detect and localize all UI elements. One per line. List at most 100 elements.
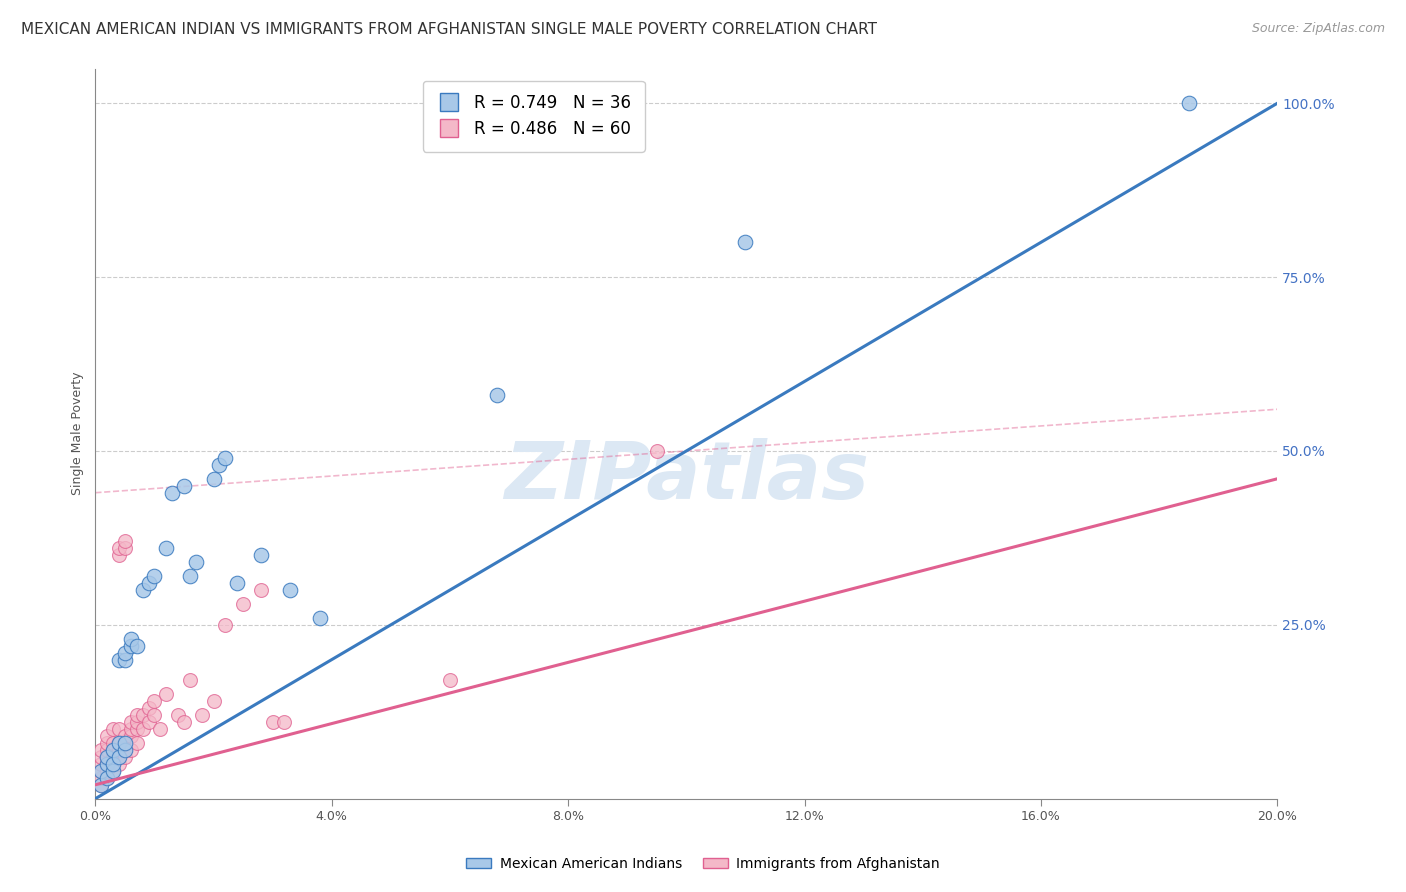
Point [138,701,160,715]
Point [114,736,136,750]
Point [120,639,142,653]
Point [273,715,295,730]
Point [120,722,142,736]
Point [179,569,201,583]
Point [734,235,756,250]
Point [143,708,166,723]
Point [96,771,118,785]
Point [90,743,112,757]
Point [90,756,112,771]
Point [108,743,131,757]
Point [125,722,148,736]
Point [131,583,153,598]
Point [90,764,112,778]
Point [120,729,142,743]
Point [101,750,124,764]
Point [101,722,124,736]
Point [101,764,124,778]
Point [262,715,284,730]
Point [120,632,142,646]
Point [96,771,118,785]
Point [96,750,118,764]
Point [96,764,118,778]
Point [108,756,131,771]
Point [226,576,249,591]
Point [125,639,148,653]
Point [101,756,124,771]
Point [155,541,177,556]
Point [202,472,225,486]
Point [108,736,131,750]
Point [131,722,153,736]
Point [138,576,160,591]
Point [214,617,236,632]
Point [114,541,136,556]
Point [439,673,461,688]
Point [155,687,177,701]
Point [96,756,118,771]
Point [114,652,136,666]
Point [114,534,136,549]
Point [160,485,183,500]
Y-axis label: Single Male Poverty: Single Male Poverty [72,372,84,495]
Point [167,708,190,723]
Point [184,555,207,569]
Point [179,673,201,688]
Point [101,743,124,757]
Point [309,611,332,625]
Text: ZIPatlas: ZIPatlas [503,438,869,516]
Legend: Mexican American Indians, Immigrants from Afghanistan: Mexican American Indians, Immigrants fro… [461,851,945,876]
Point [90,778,112,792]
Point [250,549,273,563]
Point [96,750,118,764]
Point [208,458,231,472]
Point [96,736,118,750]
Point [114,750,136,764]
Point [149,722,172,736]
Point [101,743,124,757]
Point [96,756,118,771]
Point [108,652,131,666]
Point [202,694,225,708]
Point [486,388,509,402]
Point [101,764,124,778]
Text: Source: ZipAtlas.com: Source: ZipAtlas.com [1251,22,1385,36]
Point [232,597,254,611]
Point [96,743,118,757]
Point [131,708,153,723]
Point [108,736,131,750]
Point [120,743,142,757]
Point [108,549,131,563]
Point [125,736,148,750]
Point [90,778,112,792]
Point [101,756,124,771]
Point [1177,96,1199,111]
Point [114,729,136,743]
Point [114,743,136,757]
Point [173,479,195,493]
Point [108,750,131,764]
Point [114,646,136,660]
Point [250,583,273,598]
Point [96,729,118,743]
Point [280,583,302,598]
Point [125,715,148,730]
Point [120,715,142,730]
Point [173,715,195,730]
Point [125,708,148,723]
Point [190,708,212,723]
Point [645,444,668,458]
Point [108,722,131,736]
Point [114,743,136,757]
Legend: R = 0.749   N = 36, R = 0.486   N = 60: R = 0.749 N = 36, R = 0.486 N = 60 [423,80,645,152]
Point [143,694,166,708]
Point [108,750,131,764]
Point [143,569,166,583]
Point [108,541,131,556]
Point [90,750,112,764]
Point [138,715,160,730]
Point [101,736,124,750]
Text: MEXICAN AMERICAN INDIAN VS IMMIGRANTS FROM AFGHANISTAN SINGLE MALE POVERTY CORRE: MEXICAN AMERICAN INDIAN VS IMMIGRANTS FR… [21,22,877,37]
Point [114,736,136,750]
Point [90,771,112,785]
